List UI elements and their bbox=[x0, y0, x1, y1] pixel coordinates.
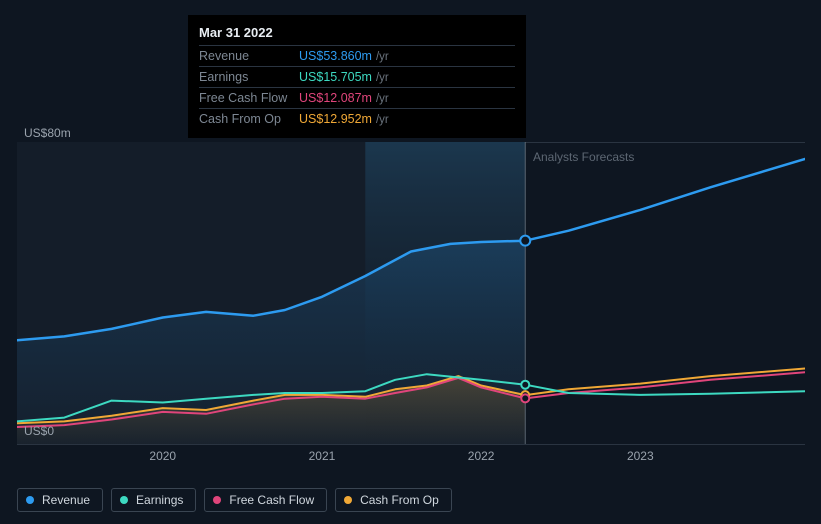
y-axis-zero-label: US$0 bbox=[24, 424, 54, 438]
legend-item-label: Cash From Op bbox=[360, 493, 439, 507]
x-tick-label: 2020 bbox=[149, 449, 176, 463]
tooltip-row: EarningsUS$15.705m/yr bbox=[199, 66, 515, 87]
x-tick-label: 2023 bbox=[627, 449, 654, 463]
legend-item-label: Earnings bbox=[136, 493, 183, 507]
tooltip-date: Mar 31 2022 bbox=[199, 22, 515, 45]
tooltip-row-label: Cash From Op bbox=[199, 112, 299, 126]
legend-dot-icon bbox=[213, 496, 221, 504]
tooltip-row-label: Free Cash Flow bbox=[199, 91, 299, 105]
tooltip-row-unit: /yr bbox=[376, 72, 389, 84]
legend: Revenue Earnings Free Cash Flow Cash From O… bbox=[17, 488, 452, 512]
legend-dot-icon bbox=[120, 496, 128, 504]
chart-svg bbox=[17, 142, 805, 444]
hover-tooltip: Mar 31 2022 RevenueUS$53.860m/yrEarnings… bbox=[188, 15, 526, 138]
legend-item-label: Free Cash Flow bbox=[229, 493, 314, 507]
x-tick-label: 2022 bbox=[468, 449, 495, 463]
legend-item-label: Revenue bbox=[42, 493, 90, 507]
tooltip-row-value: US$53.860m bbox=[299, 49, 372, 63]
hover-marker-earnings bbox=[521, 381, 529, 389]
x-axis-line bbox=[17, 444, 805, 445]
tooltip-row-value: US$12.952m bbox=[299, 112, 372, 126]
legend-item[interactable]: Revenue bbox=[17, 488, 103, 512]
tooltip-row-label: Revenue bbox=[199, 49, 299, 63]
tooltip-row-label: Earnings bbox=[199, 70, 299, 84]
tooltip-row: Cash From OpUS$12.952m/yr bbox=[199, 108, 515, 129]
tooltip-row: RevenueUS$53.860m/yr bbox=[199, 45, 515, 66]
legend-item[interactable]: Earnings bbox=[111, 488, 196, 512]
financials-chart: US$80m Past Analysts Forecasts US$0 Mar bbox=[0, 0, 821, 524]
legend-item[interactable]: Cash From Op bbox=[335, 488, 452, 512]
tooltip-row-unit: /yr bbox=[376, 93, 389, 105]
tooltip-row-unit: /yr bbox=[376, 51, 389, 63]
tooltip-row-value: US$15.705m bbox=[299, 70, 372, 84]
hover-marker-free_cash_flow bbox=[521, 394, 529, 402]
legend-dot-icon bbox=[344, 496, 352, 504]
tooltip-row: Free Cash FlowUS$12.087m/yr bbox=[199, 87, 515, 108]
hover-marker-revenue bbox=[520, 236, 530, 246]
x-tick-label: 2021 bbox=[309, 449, 336, 463]
legend-dot-icon bbox=[26, 496, 34, 504]
tooltip-row-unit: /yr bbox=[376, 114, 389, 126]
tooltip-row-value: US$12.087m bbox=[299, 91, 372, 105]
y-axis-max-label: US$80m bbox=[24, 126, 71, 140]
legend-item[interactable]: Free Cash Flow bbox=[204, 488, 327, 512]
